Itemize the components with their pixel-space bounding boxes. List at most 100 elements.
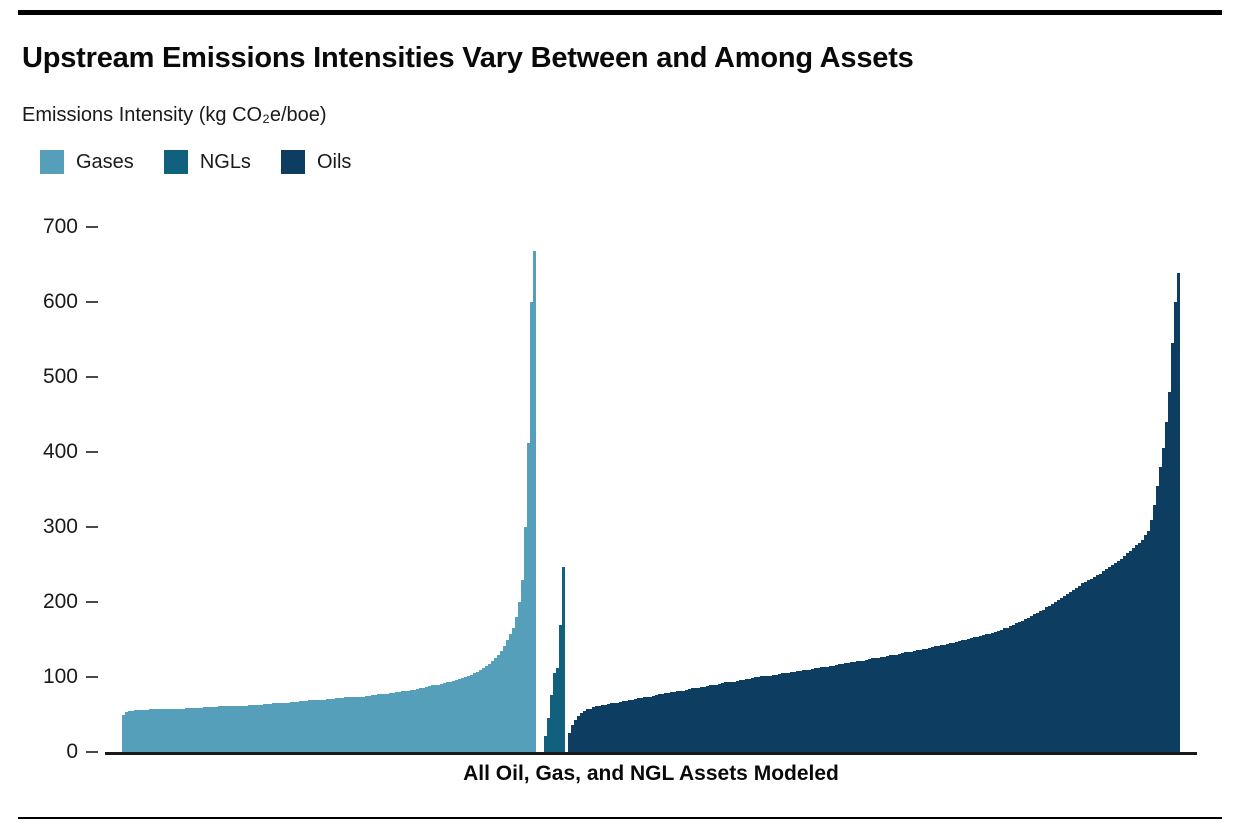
bar-gases <box>383 693 386 752</box>
bar-oils <box>805 670 808 752</box>
bar-oils <box>1141 539 1144 752</box>
bar-gases <box>416 689 419 752</box>
bar-oils <box>1087 580 1090 752</box>
bar-oils <box>1060 598 1063 752</box>
bar-gases <box>281 702 284 752</box>
bar-gases <box>167 708 170 752</box>
bar-gases <box>380 694 383 752</box>
bar-gases <box>470 674 473 752</box>
bar-gases <box>269 704 272 752</box>
bar-oils <box>886 656 889 752</box>
legend: Gases NGLs Oils <box>40 150 351 174</box>
bar-oils <box>568 732 571 752</box>
bar-oils <box>673 692 676 752</box>
bar-oils <box>733 681 736 752</box>
bar-oils <box>856 661 859 752</box>
bar-oils <box>1174 302 1177 752</box>
bar-oils <box>910 651 913 752</box>
y-tick-label: 600 <box>42 290 78 313</box>
bar-oils <box>1162 448 1165 752</box>
bar-gases <box>146 710 149 752</box>
bar-gases <box>290 701 293 752</box>
bar-gases <box>302 701 305 752</box>
bar-oils <box>946 644 949 752</box>
bar-oils <box>655 695 658 752</box>
bar-oils <box>1036 612 1039 752</box>
bar-gases <box>398 692 401 752</box>
bar-gases <box>320 699 323 752</box>
legend-item-oils: Oils <box>280 150 351 174</box>
bar-gases <box>248 704 251 752</box>
bar-oils <box>646 696 649 752</box>
bar-gases <box>374 695 377 752</box>
bar-oils <box>739 680 742 752</box>
bar-oils <box>1111 565 1114 752</box>
bar-gases <box>407 690 410 752</box>
bar-oils <box>808 669 811 752</box>
bar-oils <box>1075 587 1078 752</box>
bar-oils <box>838 664 841 752</box>
bar-gases <box>149 709 152 752</box>
bar-ngls <box>562 566 565 752</box>
y-tick-label: 200 <box>42 590 78 613</box>
bar-gases <box>233 705 236 752</box>
bar-oils <box>790 671 793 752</box>
bar-oils <box>1018 622 1021 752</box>
bar-gases <box>266 704 269 752</box>
bar-oils <box>769 675 772 752</box>
bar-oils <box>889 655 892 752</box>
bottom-rule <box>18 817 1222 819</box>
bar-gases <box>488 663 491 752</box>
bar-gases <box>338 698 341 752</box>
bar-oils <box>973 637 976 752</box>
bar-gases <box>332 698 335 752</box>
bar-gases <box>188 707 191 752</box>
bar-gases <box>251 704 254 752</box>
bar-gases <box>326 698 329 752</box>
bar-oils <box>850 662 853 752</box>
bar-gases <box>194 707 197 752</box>
bar-oils <box>754 677 757 752</box>
bar-gases <box>464 677 467 752</box>
bar-oils <box>1051 603 1054 752</box>
bar-oils <box>1099 573 1102 752</box>
bar-gases <box>503 645 506 752</box>
bar-oils <box>622 701 625 752</box>
bar-oils <box>1048 605 1051 752</box>
bar-gases <box>533 251 536 752</box>
bar-gases <box>431 685 434 752</box>
bar-gases <box>308 700 311 752</box>
bar-gases <box>317 700 320 752</box>
bar-gases <box>179 708 182 752</box>
bar-oils <box>712 685 715 752</box>
ngls-swatch-icon <box>163 150 188 174</box>
bar-oils <box>847 662 850 752</box>
bar-gases <box>515 617 518 752</box>
bar-gases <box>164 708 167 752</box>
bar-gases <box>263 704 266 752</box>
bar-oils <box>1078 585 1081 752</box>
bar-gases <box>512 628 515 752</box>
bar-oils <box>634 698 637 752</box>
page-title: Upstream Emissions Intensities Vary Betw… <box>22 42 914 74</box>
bar-gases <box>446 682 449 752</box>
bar-oils <box>1165 422 1168 752</box>
bar-oils <box>1057 599 1060 752</box>
bar-oils <box>1126 553 1129 752</box>
bar-oils <box>619 701 622 752</box>
bar-oils <box>937 645 940 752</box>
bar-oils <box>1135 545 1138 752</box>
bar-gases <box>395 692 398 752</box>
bar-oils <box>1156 485 1159 752</box>
bar-oils <box>787 672 790 752</box>
bar-oils <box>1045 607 1048 752</box>
legend-item-ngls: NGLs <box>163 150 251 174</box>
bar-oils <box>949 643 952 752</box>
bar-gases <box>500 650 503 752</box>
bar-gases <box>293 701 296 752</box>
bar-gases <box>137 710 140 752</box>
bar-oils <box>814 668 817 752</box>
bar-oils <box>1177 272 1180 752</box>
bar-oils <box>985 634 988 752</box>
bar-oils <box>691 688 694 752</box>
